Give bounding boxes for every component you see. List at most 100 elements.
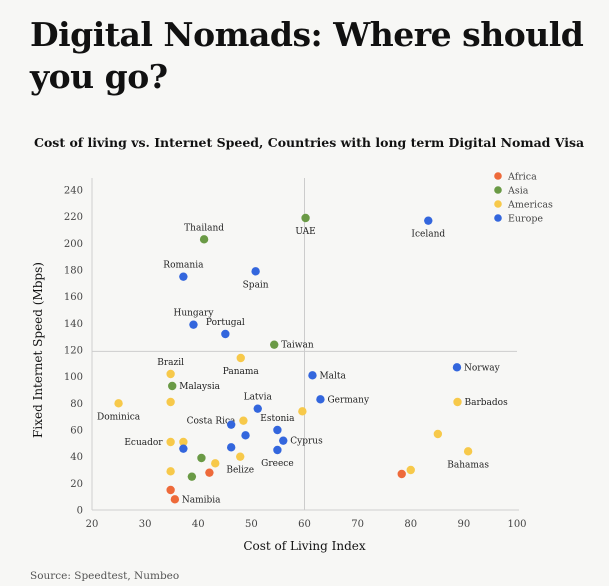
data-point [166, 397, 175, 407]
x-tick-label: 60 [298, 519, 311, 530]
data-point [211, 459, 220, 468]
legend-label: Asia [507, 186, 529, 197]
legend-marker [494, 172, 502, 180]
data-point [452, 363, 462, 372]
data-label: Spain [243, 280, 269, 290]
data-point [179, 272, 188, 281]
data-point [463, 447, 473, 456]
data-point [226, 420, 236, 429]
data-point [226, 443, 236, 452]
data-point [166, 467, 175, 476]
data-label: Hungary [173, 309, 214, 319]
data-point [253, 404, 262, 413]
data-point [236, 452, 245, 461]
data-label: Cyprus [290, 437, 323, 447]
x-tick-label: 50 [245, 519, 258, 530]
y-tick-label: 220 [64, 212, 83, 223]
source-note: Source: Speedtest, Numbeo [30, 570, 180, 582]
y-axis-title: Fixed Internet Speed (Mbps) [31, 262, 45, 438]
data-label: Costa Rica [187, 417, 236, 427]
data-point [397, 469, 406, 479]
legend-label: Americas [507, 200, 553, 211]
data-point [189, 320, 198, 329]
data-point [273, 425, 282, 435]
x-tick-label: 80 [404, 519, 417, 530]
x-axis-title: Cost of Living Index [243, 539, 366, 553]
x-tick-label: 30 [139, 519, 152, 530]
y-tick-label: 140 [64, 319, 83, 330]
y-tick-label: 60 [70, 426, 83, 437]
y-tick-label: 240 [64, 186, 83, 197]
data-label: Portugal [206, 318, 245, 328]
data-point [308, 371, 317, 380]
data-label: Panama [223, 367, 260, 377]
data-label: Malaysia [179, 382, 220, 392]
data-point [453, 397, 462, 407]
page-title: Digital Nomads: Where should you go? [30, 15, 584, 96]
data-point [424, 216, 433, 225]
data-label: Malta [319, 371, 346, 381]
data-point [205, 468, 214, 477]
legend-marker [494, 214, 502, 222]
data-point [270, 340, 279, 349]
x-tick-label: 20 [86, 519, 99, 530]
data-point [316, 395, 325, 404]
data-point [166, 437, 175, 447]
data-label: Namibia [182, 495, 221, 505]
data-label: Belize [226, 466, 254, 476]
y-tick-label: 120 [64, 346, 83, 357]
data-label: Ecuador [124, 438, 163, 448]
data-label: Iceland [411, 230, 445, 240]
data-point [406, 465, 415, 475]
x-tick-label: 100 [507, 519, 526, 530]
legend-label: Africa [507, 172, 537, 183]
data-label: Latvia [244, 393, 273, 403]
data-point [170, 495, 180, 504]
data-point [199, 235, 209, 244]
y-tick-label: 100 [64, 372, 83, 383]
data-point [187, 472, 197, 481]
data-point [236, 353, 245, 363]
data-point [179, 437, 188, 447]
x-tick-label: 40 [192, 519, 205, 530]
data-point [298, 407, 307, 416]
legend-marker [494, 186, 502, 194]
data-point [273, 445, 282, 455]
data-point [251, 267, 260, 276]
data-point [221, 329, 230, 339]
data-point [168, 381, 177, 391]
y-tick-label: 160 [64, 292, 83, 303]
y-tick-label: 0 [77, 506, 83, 517]
data-point [301, 213, 310, 223]
y-tick-label: 20 [70, 479, 83, 490]
chart-subtitle: Cost of living vs. Internet Speed, Count… [34, 135, 585, 150]
data-point [179, 444, 188, 453]
data-point [239, 416, 248, 425]
data-point [241, 431, 250, 440]
y-tick-label: 80 [70, 399, 83, 410]
data-point [166, 485, 175, 495]
legend-marker [494, 200, 502, 208]
data-label: Thailand [184, 223, 224, 233]
data-point [114, 399, 123, 408]
data-label: Romania [163, 261, 204, 271]
x-tick-label: 90 [458, 519, 471, 530]
data-point [433, 429, 443, 439]
data-label: UAE [295, 227, 315, 237]
data-label: Estonia [260, 414, 295, 424]
data-label: Germany [327, 395, 370, 405]
data-label: Bahamas [447, 460, 489, 470]
y-tick-label: 40 [70, 452, 83, 463]
legend-label: Europe [508, 214, 543, 225]
data-point [279, 436, 288, 445]
data-label: Norway [464, 363, 501, 373]
data-label: Dominica [97, 412, 141, 422]
data-label: Greece [261, 459, 294, 469]
x-tick-label: 70 [351, 519, 364, 530]
y-tick-label: 180 [64, 266, 83, 277]
data-label: Taiwan [281, 341, 314, 351]
data-label: Brazil [157, 358, 184, 368]
data-point [197, 453, 206, 463]
data-label: Barbados [465, 398, 509, 408]
